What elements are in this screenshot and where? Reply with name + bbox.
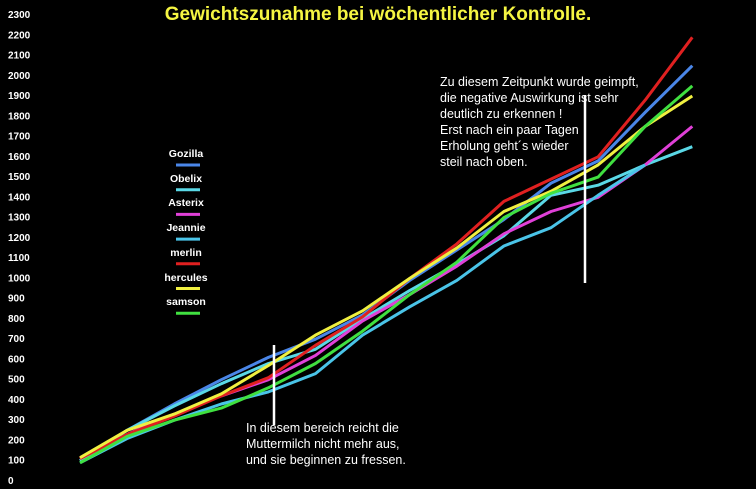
y-tick-label: 1200 (8, 233, 31, 244)
annotation-vaccination: Zu diesem Zeitpunkt wurde geimpft, die n… (440, 75, 639, 169)
series-line-merlin (79, 36, 694, 461)
legend-label-jeannie: Jeannie (166, 222, 206, 235)
y-tick-label: 2100 (8, 51, 31, 62)
y-tick-label: 1800 (8, 111, 31, 122)
y-tick-label: 0 (8, 476, 14, 487)
legend-swatches (176, 163, 200, 315)
legend-label-samson: samson (166, 296, 206, 309)
y-tick-label: 1700 (8, 132, 31, 143)
y-tick-label: 1500 (8, 172, 31, 183)
y-tick-label: 300 (8, 415, 25, 426)
y-tick-label: 800 (8, 314, 25, 325)
annotation-milk: In diesem bereich reicht die Muttermilch… (246, 421, 406, 467)
y-tick-label: 400 (8, 395, 25, 406)
legend-label-obelix: Obelix (169, 172, 203, 185)
y-tick-label: 1000 (8, 273, 31, 284)
y-tick-label: 1100 (8, 253, 30, 264)
y-tick-label: 2200 (8, 30, 31, 41)
legend-label-hercules: hercules (164, 271, 208, 284)
y-tick-label: 1900 (8, 91, 31, 102)
y-tick-label: 2300 (8, 10, 31, 21)
y-tick-label: 1400 (8, 192, 31, 203)
y-tick-label: 600 (8, 354, 25, 365)
series-line-hercules (79, 94, 694, 459)
y-tick-label: 700 (8, 334, 25, 345)
chart-title: Gewichtszunahme bei wöchentlicher Kontro… (164, 4, 592, 25)
y-tick-label: 2000 (8, 71, 31, 82)
y-tick-label: 900 (8, 294, 25, 305)
series-lines (79, 36, 694, 465)
series-line-samson (79, 84, 694, 465)
legend-label-asterix: Asterix (168, 197, 204, 210)
annotation-lines (272, 95, 587, 425)
y-axis: 0 100 200 300 400 500 600 700 800 900 1000 1100 1200… (8, 10, 31, 487)
series-line-obelix (79, 145, 693, 462)
legend-label-merlin: merlin (170, 246, 202, 259)
y-tick-label: 500 (8, 375, 25, 386)
y-tick-label: 200 (8, 435, 25, 446)
y-tick-label: 100 (8, 456, 25, 467)
legend-label-gozilla: Gozilla (168, 148, 204, 160)
y-tick-label: 1600 (8, 152, 31, 163)
y-tick-label: 1300 (8, 213, 31, 224)
